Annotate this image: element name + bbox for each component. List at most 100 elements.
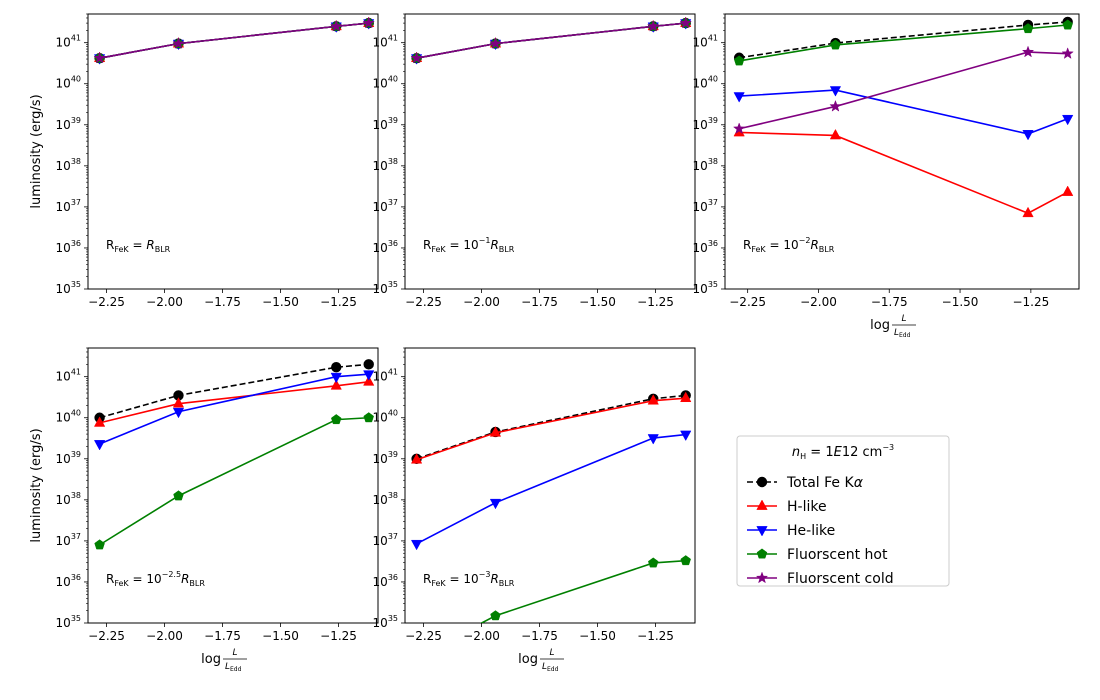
series-line: [99, 22, 369, 59]
series-line: [416, 22, 686, 59]
data-point: [829, 99, 842, 112]
data-point: [1062, 185, 1074, 196]
data-point: [680, 391, 692, 403]
x-tick-label: −1.50: [262, 295, 299, 309]
series-fluorscent-cold: [93, 16, 375, 64]
data-point: [680, 430, 692, 442]
series-line: [416, 22, 686, 59]
series-fluorscent-hot: [94, 412, 374, 550]
series-group: [93, 359, 375, 550]
x-tick-label: −1.50: [579, 629, 616, 643]
plot-frame: [87, 13, 379, 290]
series-fluorscent-cold: [732, 45, 1074, 135]
y-tick-label: 1036: [56, 239, 81, 255]
y-tick-label: 1041: [373, 368, 398, 384]
svg-text:LEdd: LEdd: [225, 662, 242, 673]
y-tick-label: 1038: [373, 491, 398, 507]
y-tick-label: 1039: [56, 450, 81, 466]
series-line: [739, 24, 1068, 62]
x-tick-label: −2.00: [463, 629, 500, 643]
data-point: [647, 557, 659, 568]
series-he-like: [410, 430, 692, 551]
y-tick-label: 1037: [56, 198, 81, 214]
y-tick-label: 1035: [373, 280, 398, 296]
series-he-like: [733, 86, 1074, 141]
series-line: [99, 363, 369, 419]
data-point: [172, 397, 185, 408]
y-tick-label: 1038: [56, 491, 81, 507]
y-tick-label: 1038: [693, 157, 718, 173]
series-line: [416, 22, 686, 59]
plot-frame: [724, 13, 1080, 290]
y-tick-label: 1035: [56, 614, 81, 630]
data-point: [410, 539, 423, 551]
y-tick-label: 1036: [373, 573, 398, 589]
legend-marker: [756, 476, 768, 488]
series-line: [416, 394, 686, 460]
data-point: [647, 19, 660, 32]
x-tick-label: −1.25: [320, 295, 357, 309]
data-point: [489, 498, 502, 510]
data-point: [363, 412, 374, 423]
y-tick-label: 1038: [56, 157, 81, 173]
y-tick-label: 1040: [373, 409, 398, 425]
series-line: [739, 21, 1068, 59]
data-point: [330, 414, 342, 425]
panel-annotation: RFeK = 10−1RBLR: [423, 236, 515, 254]
data-point: [173, 490, 184, 501]
series-h-like: [733, 125, 1074, 218]
series-line: [738, 51, 1068, 130]
x-tick-label: −1.50: [942, 295, 979, 309]
series-group: [732, 16, 1074, 218]
legend-label: H-like: [787, 499, 827, 515]
data-point: [330, 379, 342, 390]
svg-text:L: L: [901, 314, 906, 324]
y-tick-label: 1041: [373, 34, 398, 50]
series-line: [99, 373, 369, 445]
data-point: [93, 440, 106, 451]
y-axis-label: luminosity (erg/s): [29, 428, 44, 542]
legend-entry: Fluorscent hot: [747, 547, 888, 563]
x-axis-label: log L LEdd: [201, 648, 247, 673]
data-point: [172, 407, 185, 419]
data-point: [829, 86, 842, 97]
y-tick-label: 1035: [373, 614, 398, 630]
data-point: [410, 453, 423, 464]
y-axis-label: luminosity (erg/s): [29, 94, 44, 208]
series-line: [99, 22, 369, 59]
data-point: [410, 51, 423, 64]
data-point: [93, 51, 106, 64]
x-tick-label: −1.75: [204, 295, 241, 309]
y-tick-label: 1036: [693, 239, 718, 255]
data-point: [330, 372, 342, 384]
data-point: [829, 128, 842, 140]
legend-label: Total Fe Kα: [786, 475, 864, 491]
data-point: [679, 16, 692, 29]
x-tick-label: −2.25: [88, 629, 125, 643]
x-tick-label: −1.50: [262, 629, 299, 643]
legend-marker: [756, 548, 768, 559]
plot-frame: [87, 347, 379, 624]
y-tick-label: 1039: [56, 116, 81, 132]
panel-3: −2.25 −2.00 −1.75 −1.50 −1.25 1035 1036 1037 103…: [693, 13, 1080, 339]
y-tick-label: 1040: [56, 75, 81, 91]
x-tick-label: −2.00: [463, 295, 500, 309]
data-point: [172, 37, 185, 49]
x-axis-label: log L LEdd: [518, 648, 564, 673]
x-tick-label: −2.25: [729, 295, 766, 309]
x-tick-label: −1.75: [521, 629, 558, 643]
series-line: [416, 397, 686, 461]
svg-text:L: L: [549, 648, 554, 658]
data-point: [1061, 47, 1074, 59]
panel-annotation: RFeK = 10−2RBLR: [743, 236, 835, 254]
plot-frame: [404, 347, 696, 624]
series-line: [416, 433, 686, 545]
y-tick-label: 1036: [373, 239, 398, 255]
x-tick-label: −2.25: [405, 629, 442, 643]
data-point: [1062, 114, 1074, 126]
y-tick-label: 1037: [693, 198, 718, 214]
series-line: [99, 381, 369, 424]
y-tick-label: 1039: [693, 116, 718, 132]
y-tick-label: 1038: [373, 157, 398, 173]
data-point: [1022, 130, 1034, 141]
